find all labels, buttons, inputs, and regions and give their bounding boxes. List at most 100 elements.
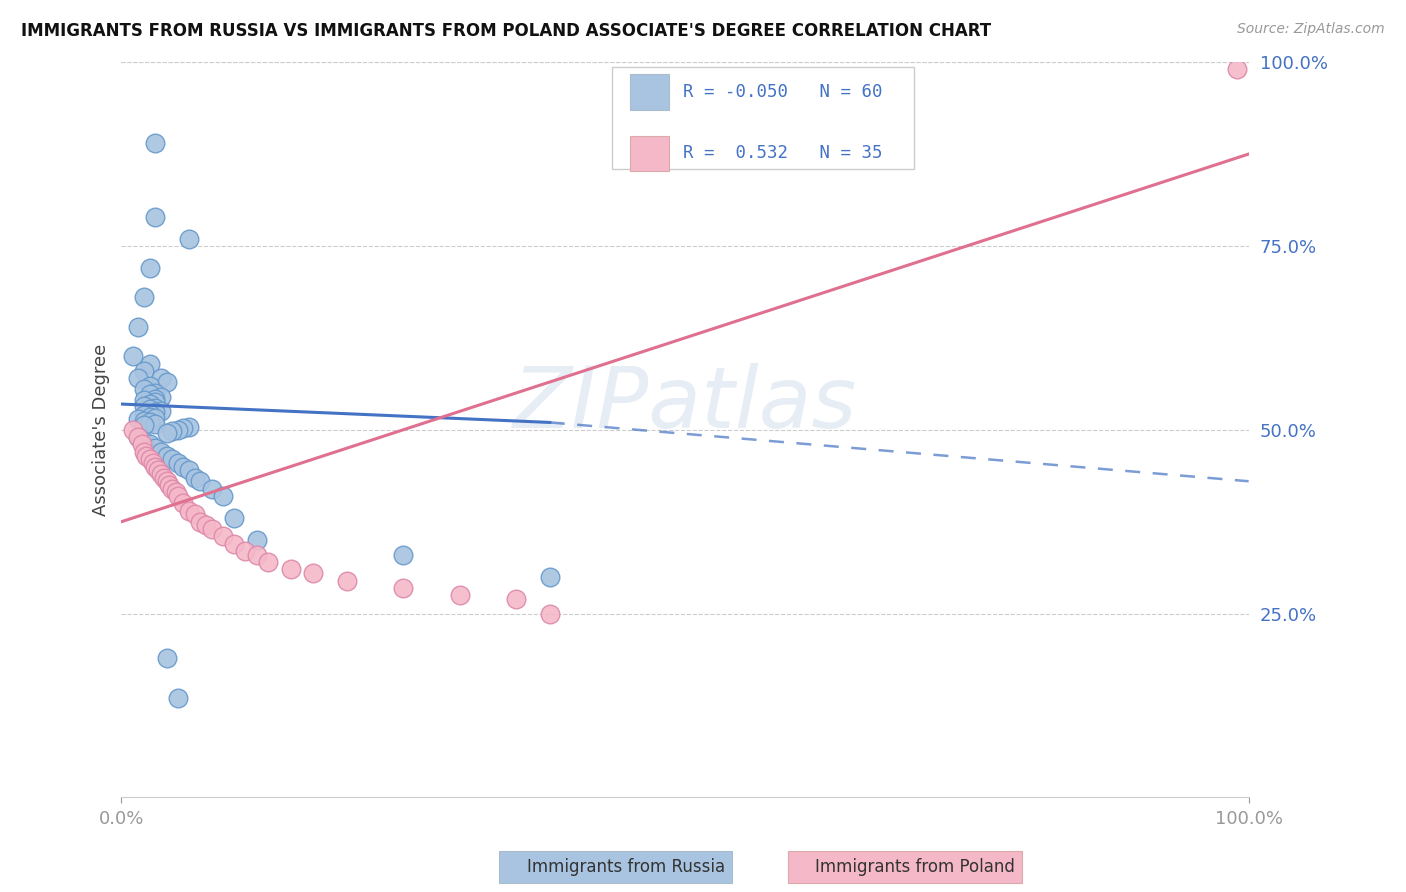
Point — [188, 515, 211, 529]
Point — [127, 430, 149, 444]
Point — [177, 463, 200, 477]
Point — [132, 399, 155, 413]
Point — [149, 403, 172, 417]
Point — [538, 607, 561, 621]
Point — [212, 489, 235, 503]
Point — [155, 375, 177, 389]
Point — [138, 402, 160, 417]
Point — [143, 441, 166, 455]
Point — [127, 430, 149, 444]
Y-axis label: Associate's Degree: Associate's Degree — [93, 343, 110, 516]
Text: Immigrants from Russia: Immigrants from Russia — [506, 858, 725, 876]
Text: ZIPatlas: ZIPatlas — [513, 362, 858, 446]
Text: IMMIGRANTS FROM RUSSIA VS IMMIGRANTS FROM POLAND ASSOCIATE'S DEGREE CORRELATION : IMMIGRANTS FROM RUSSIA VS IMMIGRANTS FRO… — [21, 22, 991, 40]
Text: R = -0.050   N = 60: R = -0.050 N = 60 — [683, 83, 883, 101]
Point — [132, 382, 155, 396]
Point — [188, 475, 211, 489]
Point — [132, 414, 155, 428]
Point — [132, 434, 155, 448]
Point — [280, 562, 302, 576]
Point — [165, 485, 187, 500]
Point — [149, 371, 172, 385]
Point — [166, 456, 188, 470]
Point — [160, 452, 183, 467]
Point — [155, 426, 177, 441]
Point — [138, 452, 160, 467]
Point — [449, 588, 471, 602]
Point — [195, 518, 218, 533]
Point — [143, 395, 166, 409]
Point — [1226, 62, 1249, 77]
Point — [132, 408, 155, 422]
Point — [149, 390, 172, 404]
Point — [143, 210, 166, 224]
Text: Immigrants from Poland: Immigrants from Poland — [794, 858, 1015, 876]
Point — [121, 423, 143, 437]
Point — [177, 232, 200, 246]
Point — [121, 349, 143, 363]
Point — [302, 566, 325, 581]
Point — [143, 392, 166, 406]
Point — [138, 416, 160, 430]
Point — [183, 470, 205, 484]
Point — [246, 548, 269, 562]
Point — [392, 581, 415, 595]
Point — [160, 424, 183, 438]
Point — [143, 405, 166, 419]
Point — [132, 290, 155, 304]
Point — [135, 449, 157, 463]
Point — [155, 475, 177, 489]
Point — [392, 548, 415, 562]
Point — [132, 445, 155, 459]
Point — [177, 420, 200, 434]
Point — [505, 591, 527, 606]
Point — [166, 691, 188, 706]
Point — [183, 508, 205, 522]
Point — [153, 470, 176, 484]
Point — [143, 401, 166, 415]
Point — [143, 417, 166, 431]
Point — [149, 445, 172, 459]
Point — [172, 496, 194, 510]
Point — [146, 463, 169, 477]
Point — [235, 544, 257, 558]
Point — [246, 533, 269, 547]
Point — [157, 478, 180, 492]
Point — [132, 418, 155, 433]
Point — [138, 407, 160, 421]
Point — [138, 409, 160, 424]
Text: R =  0.532   N = 35: R = 0.532 N = 35 — [683, 145, 883, 162]
Point — [127, 319, 149, 334]
Point — [138, 357, 160, 371]
Point — [212, 529, 235, 543]
Point — [166, 423, 188, 437]
Point — [336, 574, 359, 588]
Point — [138, 260, 160, 275]
Point — [160, 482, 183, 496]
Point — [138, 387, 160, 401]
Point — [127, 412, 149, 426]
Text: Source: ZipAtlas.com: Source: ZipAtlas.com — [1237, 22, 1385, 37]
Point — [132, 393, 155, 408]
Point — [142, 456, 165, 470]
Point — [127, 371, 149, 385]
Point — [166, 489, 188, 503]
Point — [149, 467, 172, 481]
Point — [143, 459, 166, 474]
Point — [143, 136, 166, 150]
Point — [143, 386, 166, 401]
Point — [224, 537, 246, 551]
Point — [172, 459, 194, 474]
Point — [155, 650, 177, 665]
Point — [172, 421, 194, 435]
Point — [143, 411, 166, 425]
Point — [155, 449, 177, 463]
Point — [201, 482, 224, 496]
Point — [177, 504, 200, 518]
Point — [138, 397, 160, 411]
Point — [138, 437, 160, 451]
Point — [138, 378, 160, 392]
Point — [131, 437, 153, 451]
Point — [257, 555, 280, 569]
Point — [132, 364, 155, 378]
